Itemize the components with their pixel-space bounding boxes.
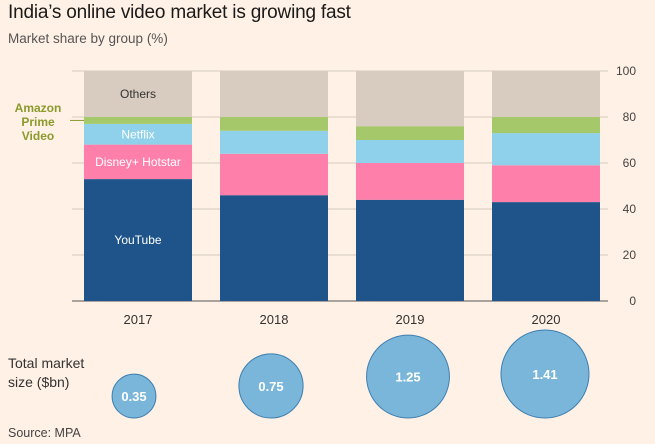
bar-disney-hotstar-2017 — [84, 144, 192, 180]
bar-netflix-2019 — [356, 140, 464, 163]
inline-label-disney-hotstar: Disney+ Hotstar — [95, 155, 181, 169]
bar-disney-hotstar-2019 — [356, 163, 464, 200]
y-tick-0: 0 — [629, 294, 636, 308]
source-note: Source: MPA — [8, 426, 81, 440]
bubble-2020 — [500, 329, 590, 419]
y-tick-80: 80 — [623, 110, 637, 124]
inline-label-youtube: YouTube — [114, 233, 161, 247]
x-tick-2020: 2020 — [532, 312, 561, 327]
x-tick-2017: 2017 — [124, 312, 153, 327]
y-tick-100: 100 — [616, 64, 636, 78]
bubble-2018 — [238, 353, 304, 419]
bar-amazon-prime-video-2020 — [492, 117, 600, 134]
amazon-label-line3: Video — [21, 129, 55, 143]
bar-netflix-2018 — [220, 130, 328, 154]
bar-amazon-prime-video-2017 — [84, 117, 192, 124]
inline-label-netflix: Netflix — [121, 127, 154, 141]
bar-netflix-2020 — [492, 133, 600, 166]
market-size-bubbles: 0.35 0.75 1.25 1.41 — [111, 329, 590, 419]
total-market-size-label: Total market size ($bn) — [8, 354, 98, 392]
inline-label-others: Others — [120, 87, 156, 101]
x-tick-2018: 2018 — [260, 312, 289, 327]
amazon-label-line1: Amazon — [14, 101, 62, 115]
bubble-label-2019: 1.25 — [395, 370, 420, 385]
amazon-label-line2: Prime — [21, 115, 55, 129]
bar-netflix-2017 — [84, 123, 192, 145]
bar-youtube-2017 — [84, 179, 192, 301]
chart-subtitle: Market share by group (%) — [8, 31, 168, 46]
bar-others-2019 — [356, 71, 464, 127]
bar-disney-hotstar-2018 — [220, 153, 328, 196]
y-tick-40: 40 — [623, 202, 637, 216]
bubble-2019 — [366, 334, 450, 419]
bar-disney-hotstar-2020 — [492, 165, 600, 203]
bubble-label-2018: 0.75 — [258, 379, 283, 394]
bar-amazon-prime-video-2019 — [356, 126, 464, 140]
bar-others-2018 — [220, 71, 328, 117]
bubble-2017 — [111, 373, 157, 419]
total-size-line2: size ($bn) — [8, 374, 70, 390]
y-axis-ticks: 0 20 40 60 80 100 — [616, 64, 636, 308]
bar-youtube-2018 — [220, 195, 328, 301]
bar-others-2020 — [492, 71, 600, 117]
bubble-label-2017: 0.35 — [121, 389, 146, 404]
x-tick-2019: 2019 — [396, 312, 425, 327]
stacked-bars: YouTube Disney+ Hotstar Netflix Others — [70, 71, 600, 301]
bar-youtube-2020 — [492, 202, 600, 301]
bar-others-2017 — [84, 71, 192, 117]
chart-title: India’s online video market is growing f… — [8, 2, 351, 23]
y-tick-60: 60 — [623, 156, 637, 170]
bubble-label-2020: 1.41 — [532, 367, 557, 382]
x-axis-ticks: 2017 2018 2019 2020 — [124, 312, 561, 327]
bar-youtube-2019 — [356, 199, 464, 301]
y-tick-20: 20 — [623, 248, 637, 262]
bar-amazon-prime-video-2018 — [220, 117, 328, 131]
amazon-prime-video-label: Amazon Prime Video — [8, 101, 68, 143]
total-size-line1: Total market — [8, 355, 85, 371]
